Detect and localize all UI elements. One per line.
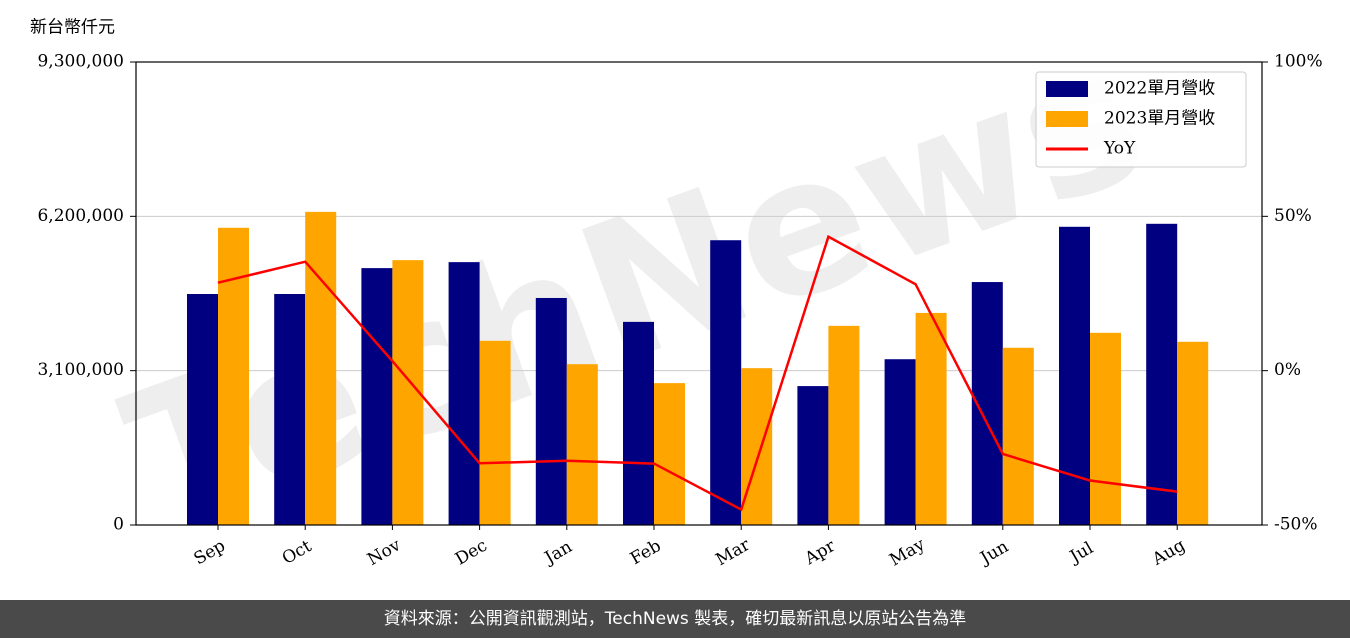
bar (1177, 341, 1209, 525)
x-tick-label: May (886, 534, 929, 570)
bar (187, 293, 218, 525)
bar (305, 211, 337, 525)
legend-swatch (1046, 111, 1088, 127)
chart: 新台幣仟元 TechNews03,100,0006,200,0009,300,0… (30, 3, 1323, 572)
x-tick-label: Apr (801, 536, 840, 570)
x-tick-label: Nov (364, 535, 404, 570)
y2-tick-label: 50% (1274, 206, 1312, 226)
x-tick-label: Dec (452, 536, 491, 570)
bar (623, 321, 654, 525)
y2-tick-label: 0% (1274, 360, 1301, 380)
legend-label: 2022單月營收 (1104, 79, 1215, 99)
bar (741, 368, 773, 525)
bar (884, 359, 916, 525)
bar (710, 240, 742, 525)
y2-tick-label: 100% (1274, 52, 1323, 72)
bar (797, 386, 829, 525)
x-tick-label: Oct (279, 536, 315, 569)
footer: 資料來源：公開資訊觀測站，TechNews 製表，確切最新訊息以原站公告為準 (0, 600, 1350, 638)
bar (654, 383, 685, 525)
bar (1090, 332, 1121, 525)
legend-box (1035, 71, 1247, 168)
legend: 2022單月營收 2023單月營收 YoY (1035, 71, 1247, 168)
x-tick-label: Jun (975, 537, 1012, 570)
bar (274, 293, 306, 525)
bar (218, 227, 249, 525)
y2-tick-label: -50% (1274, 515, 1318, 535)
bar (535, 297, 567, 525)
bar (1146, 223, 1178, 525)
bar (479, 340, 511, 525)
x-tick-label: Feb (627, 536, 665, 569)
bar (915, 312, 947, 525)
x-tick-label: Mar (713, 535, 755, 571)
bar (361, 268, 393, 525)
x-tick-label: Jul (1065, 538, 1097, 568)
bar (566, 364, 598, 525)
y-tick-label: 0 (113, 515, 124, 535)
legend-label: 2023單月營收 (1104, 109, 1215, 129)
y-axis-label: 新台幣仟元 (30, 18, 115, 38)
y-tick-label: 6,200,000 (37, 206, 124, 226)
bar (448, 262, 480, 525)
yoy-line (217, 234, 1178, 512)
x-tick-label: Jan (540, 537, 576, 569)
legend-label: YoY (1103, 139, 1136, 159)
bar (1002, 347, 1034, 525)
y-tick-label: 9,300,000 (37, 52, 124, 72)
y-tick-label: 3,100,000 (37, 360, 124, 380)
x-tick-label: Aug (1148, 535, 1189, 570)
legend-swatch (1046, 81, 1088, 97)
bar (828, 325, 860, 525)
plot-frame (135, 61, 1263, 526)
